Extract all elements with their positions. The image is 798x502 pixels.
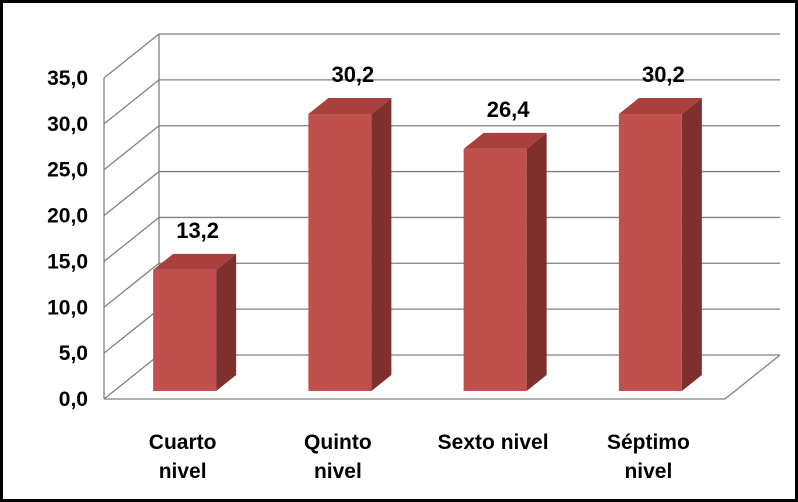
- data-label: 26,4: [487, 97, 531, 122]
- bar-side: [216, 253, 237, 391]
- bar-top: [308, 98, 392, 115]
- bar-top: [463, 132, 547, 149]
- y-tick-label: 0,0: [59, 388, 88, 411]
- y-tick-label: 20,0: [47, 205, 88, 228]
- bar: [153, 269, 217, 391]
- category-label: nivel: [624, 460, 672, 483]
- category-label: Sexto nivel: [438, 431, 549, 454]
- category-label: Quinto: [304, 431, 372, 454]
- bar-top: [618, 98, 702, 115]
- bar: [463, 148, 527, 391]
- y-tick-label: 15,0: [47, 250, 88, 273]
- bar-side: [526, 132, 547, 392]
- category-label: Séptimo: [607, 431, 690, 454]
- data-label: 30,2: [642, 62, 685, 87]
- data-label: 30,2: [331, 62, 374, 87]
- y-tick-label: 35,0: [47, 67, 88, 90]
- category-label: nivel: [314, 460, 362, 483]
- y-tick-label: 5,0: [59, 342, 88, 365]
- floor-edge: [104, 354, 781, 400]
- bar: [308, 114, 372, 391]
- category-label: Cuarto: [149, 431, 217, 454]
- category-label: nivel: [159, 460, 207, 483]
- y-tick-label: 30,0: [47, 113, 88, 136]
- bar: [618, 114, 682, 391]
- bar-chart: 0,0 5,0 10,0 15,0 20,0 25,0 30,0 35,0 13,2 Cuarto…: [47, 33, 781, 483]
- y-tick-label: 25,0: [47, 159, 88, 182]
- y-tick-label: 10,0: [47, 296, 88, 319]
- data-label: 13,2: [176, 218, 219, 243]
- bar-side: [371, 98, 392, 391]
- bar-top: [153, 253, 237, 270]
- bar-side: [681, 98, 702, 391]
